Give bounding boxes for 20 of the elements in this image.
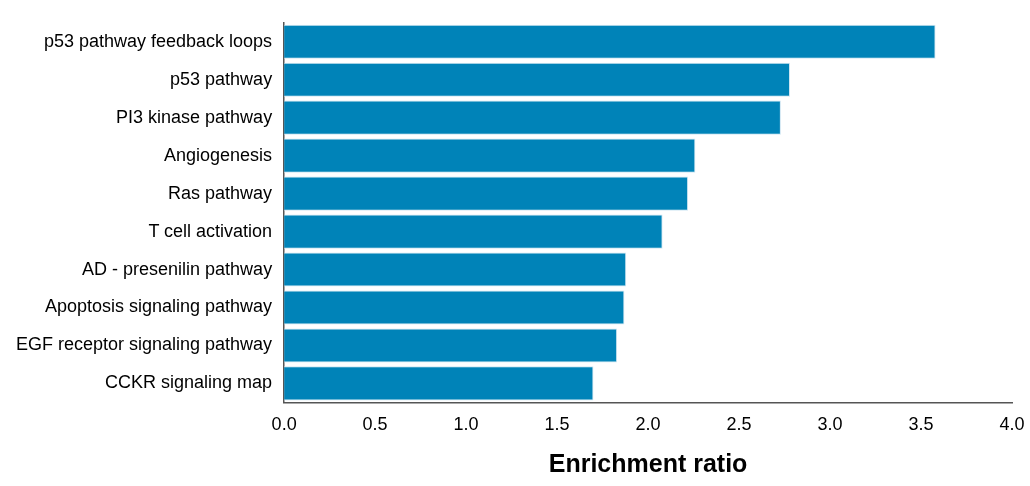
x-tick-label: 2.0 (635, 414, 661, 435)
x-tick-label: 2.5 (726, 414, 752, 435)
x-tick-label: 0.5 (362, 414, 388, 435)
y-tick-label: Apoptosis signaling pathway (44, 296, 273, 317)
y-tick-label: EGF receptor signaling pathway (15, 334, 273, 355)
x-tick-label: 0.0 (271, 414, 297, 435)
x-tick-label: 4.0 (999, 414, 1025, 435)
y-tick-label: T cell activation (148, 220, 273, 241)
y-tick-label: p53 pathway (170, 68, 273, 89)
y-tick-label: Ras pathway (168, 182, 273, 203)
x-tick-label: 3.5 (908, 414, 934, 435)
y-tick-label: PI3 kinase pathway (116, 106, 273, 127)
x-tick-label: 3.0 (817, 414, 843, 435)
x-axis-title: Enrichment ratio (548, 448, 748, 477)
x-tick-label: 1.0 (453, 414, 479, 435)
x-tick-label: 1.5 (544, 414, 570, 435)
y-tick-label: p53 pathway feedback loops (43, 30, 273, 51)
y-tick-label: AD - presenilin pathway (82, 258, 273, 279)
y-tick-label: Angiogenesis (164, 144, 273, 165)
y-tick-label: CCKR signaling map (105, 372, 273, 393)
